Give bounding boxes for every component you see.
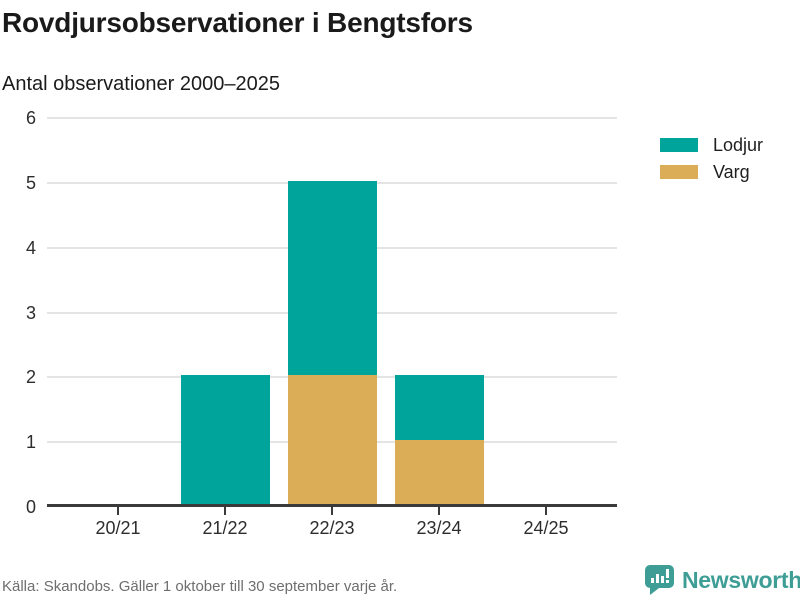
chart-title: Rovdjursobservationer i Bengtsfors <box>2 7 473 38</box>
logo-exclamation-dot-icon <box>666 580 669 583</box>
x-axis-tick <box>438 507 440 515</box>
newsworthy-logo-icon <box>645 565 674 595</box>
gridline <box>47 117 617 119</box>
y-axis-label: 1 <box>25 432 36 453</box>
legend-label: Varg <box>713 161 750 182</box>
chart-subtitle: Antal observationer 2000–2025 <box>2 73 280 95</box>
bar-segment-varg <box>287 375 377 505</box>
x-axis-tick <box>117 507 119 515</box>
source-note: Källa: Skandobs. Gäller 1 oktober till 3… <box>2 578 398 595</box>
x-axis-tick <box>224 507 226 515</box>
x-axis-label: 24/25 <box>523 518 569 538</box>
x-axis-tick <box>331 507 333 515</box>
x-axis-label: 21/22 <box>202 518 248 538</box>
legend-label: Lodjur <box>713 134 764 155</box>
y-axis-label: 4 <box>25 237 36 258</box>
bar-segment-lodjur <box>287 180 377 376</box>
logo-bar-icon <box>651 578 654 583</box>
bar-segment-varg <box>394 440 484 505</box>
legend-swatch-lodjur <box>660 137 698 152</box>
y-axis-label: 2 <box>25 367 36 388</box>
legend: Lodjur Varg <box>660 131 763 185</box>
y-axis-label: 0 <box>25 497 36 517</box>
legend-item: Varg <box>660 158 763 185</box>
x-axis-label: 22/23 <box>309 518 355 538</box>
logo-bar-icon <box>661 576 664 583</box>
plot-area: 0 1 2 3 4 5 6 20/21 21/22 22/23 23/24 24/25 <box>26 108 617 538</box>
x-axis-label: 23/24 <box>416 518 462 538</box>
bar-segment-lodjur <box>394 375 484 441</box>
speech-bubble-tail-icon <box>650 588 659 595</box>
y-axis-label: 6 <box>25 108 36 128</box>
y-axis-label: 3 <box>25 302 36 323</box>
legend-item: Lodjur <box>660 131 763 158</box>
x-axis-label: 20/21 <box>95 518 141 538</box>
newsworthy-logo-text: Newsworthy <box>682 567 800 593</box>
newsworthy-logo: Newsworthy <box>645 565 800 596</box>
y-axis-label: 5 <box>25 172 36 193</box>
logo-exclamation-icon <box>666 569 669 578</box>
bar-segment-lodjur <box>180 375 270 505</box>
legend-swatch-varg <box>660 164 698 179</box>
logo-bar-icon <box>656 574 659 583</box>
x-axis-tick <box>545 507 547 515</box>
x-axis-line <box>47 504 617 507</box>
